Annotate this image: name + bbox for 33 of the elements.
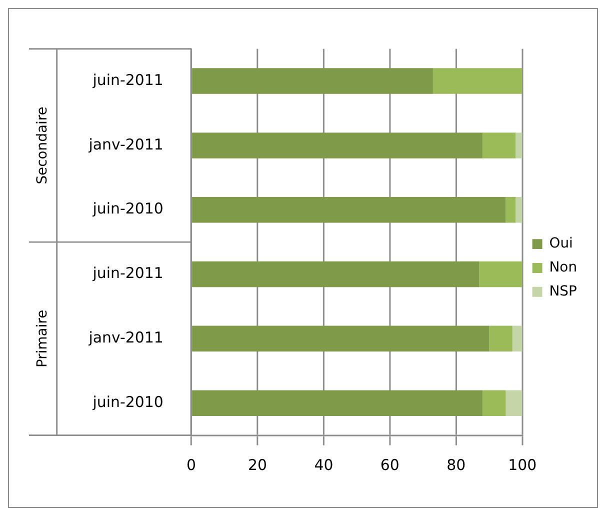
y-tick-label: janv-2011 [88,135,164,154]
bar [516,132,522,158]
bar [192,196,506,223]
bar [479,261,522,288]
x-tick-label: 40 [314,456,334,474]
y-tick-label: janv-2011 [88,328,164,347]
bar [516,196,522,223]
bar [489,326,512,352]
legend-label: Non [549,260,578,276]
x-tick-label: 100 [508,456,537,474]
y-tick-label: juin-2011 [92,70,164,89]
x-tick-label: 20 [248,456,268,474]
bar [192,390,483,416]
bar [482,132,516,158]
legend-label: NSP [549,283,577,300]
x-tick-label: 0 [186,456,196,474]
bar [506,196,516,223]
x-tick-label: 60 [380,456,400,474]
bar [192,261,480,288]
bar [482,390,506,416]
y-tick-label: juin-2010 [92,200,164,218]
bar [192,326,490,352]
y-tick-label: juin-2011 [92,264,164,282]
text: Primaire [34,310,51,368]
bar [192,68,433,94]
text: Secondaire [34,106,51,184]
bar [192,132,483,158]
bar [512,326,522,352]
bar [432,68,522,94]
legend-label: Oui [549,236,573,252]
y-tick-label: juin-2010 [92,392,164,411]
x-tick-label: 80 [446,456,466,474]
bar [506,390,522,416]
